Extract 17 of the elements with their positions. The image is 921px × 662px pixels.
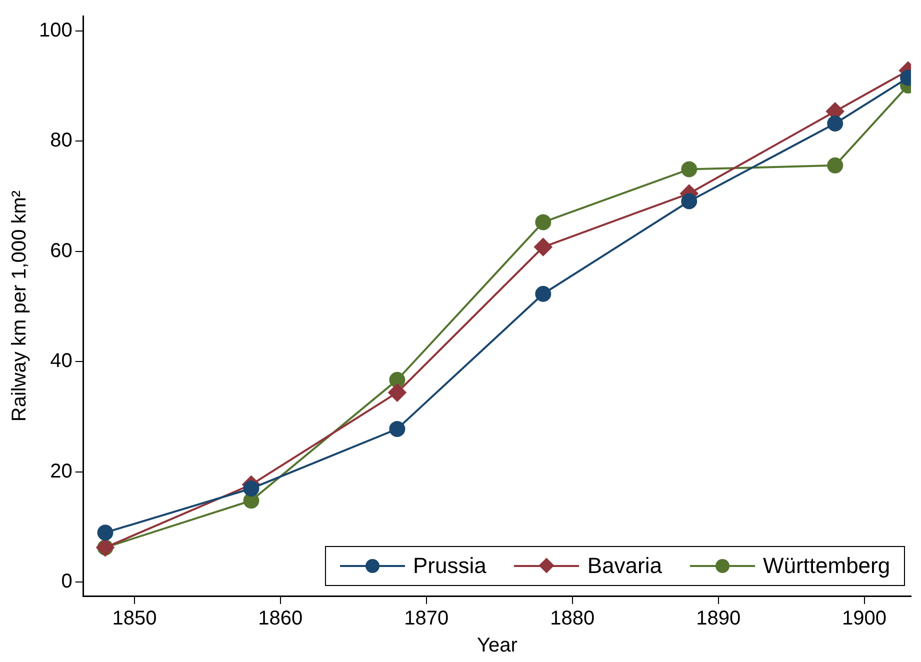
legend-label: Prussia bbox=[413, 553, 486, 579]
legend-label: Württemberg bbox=[762, 553, 890, 579]
y-tick-label: 60 bbox=[50, 240, 72, 262]
y-axis-title: Railway km per 1,000 km² bbox=[8, 190, 31, 422]
x-axis-title: Year bbox=[476, 634, 518, 657]
x-tick-label: 1870 bbox=[404, 608, 449, 630]
y-tick-label: 20 bbox=[50, 460, 72, 482]
x-tick-label: 1860 bbox=[258, 608, 303, 630]
x-tick-label: 1890 bbox=[696, 608, 741, 630]
x-tick-label: 1850 bbox=[112, 608, 157, 630]
legend-label: Bavaria bbox=[587, 553, 662, 579]
x-tick-label: 1880 bbox=[550, 608, 595, 630]
x-tick-label: 1900 bbox=[842, 608, 887, 630]
y-tick-label: 40 bbox=[50, 350, 72, 372]
y-tick-label: 100 bbox=[38, 19, 72, 42]
y-tick-label: 80 bbox=[50, 130, 72, 152]
y-tick-label: 0 bbox=[61, 570, 72, 593]
